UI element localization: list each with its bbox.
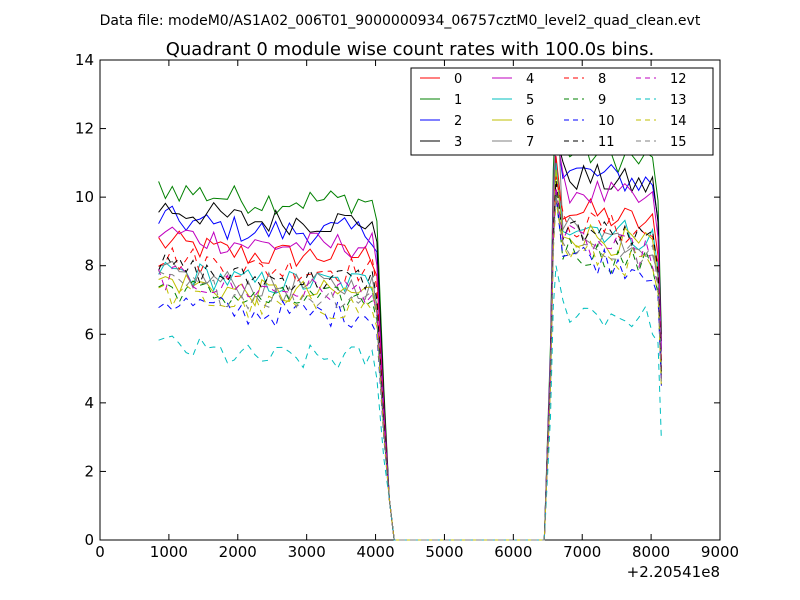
legend-label-0: 0 (454, 72, 462, 87)
series-line-13 (158, 265, 662, 541)
series-line-3 (158, 135, 662, 541)
series-line-12 (158, 186, 662, 541)
legend-label-3: 3 (454, 135, 462, 150)
series-line-2 (158, 128, 662, 541)
series-line-7 (158, 77, 662, 541)
series-lines (158, 77, 662, 541)
x-tick-label: 8000 (632, 543, 670, 561)
series-line-5 (158, 162, 662, 541)
legend-label-13: 13 (670, 93, 687, 108)
series-line-0 (158, 155, 662, 541)
data-file-suptitle: Data file: modeM0/AS1A02_006T01_90000009… (100, 13, 701, 29)
y-tick-label: 10 (75, 188, 94, 206)
legend-label-12: 12 (670, 72, 687, 87)
y-tick-label: 0 (84, 531, 94, 549)
x-tick-label: 0 (95, 543, 105, 561)
chart-title: Quadrant 0 module wise count rates with … (166, 39, 655, 60)
x-tick-label: 6000 (494, 543, 532, 561)
legend-label-5: 5 (526, 93, 534, 108)
legend-frame (410, 67, 714, 156)
y-tick-label: 6 (84, 325, 94, 343)
series-line-11 (158, 179, 662, 541)
x-tick-label: 5000 (425, 543, 463, 561)
y-tick-label: 14 (75, 51, 94, 69)
legend-label-1: 1 (454, 93, 462, 108)
legend-label-2: 2 (454, 114, 462, 129)
legend-label-6: 6 (526, 114, 534, 129)
legend-label-14: 14 (670, 114, 687, 129)
legend-label-15: 15 (670, 135, 687, 150)
axis-ticks: 0 1000 2000 3000 4000 5000 6000 7000 8000 9000 0 2 4… (75, 51, 739, 561)
y-tick-label: 12 (75, 120, 94, 138)
y-tick-label: 8 (84, 257, 94, 275)
x-tick-label: 9000 (701, 543, 739, 561)
series-line-15 (158, 193, 662, 541)
legend-label-10: 10 (598, 114, 615, 129)
legend-label-4: 4 (526, 72, 534, 87)
legend-label-7: 7 (526, 135, 534, 150)
y-tick-label: 4 (84, 394, 94, 412)
series-line-4 (158, 131, 662, 541)
series-line-10 (158, 197, 662, 541)
series-line-6 (158, 169, 662, 541)
series-line-8 (158, 176, 662, 541)
x-tick-label: 4000 (356, 543, 394, 561)
x-tick-label: 3000 (288, 543, 326, 561)
series-line-9 (158, 190, 662, 541)
legend-label-8: 8 (598, 72, 606, 87)
legend-label-9: 9 (598, 93, 606, 108)
x-tick-label: 7000 (563, 543, 601, 561)
x-tick-label: 2000 (219, 543, 257, 561)
legend-label-11: 11 (598, 135, 615, 150)
x-offset-label: +2.20541e8 (627, 563, 720, 581)
x-tick-label: 1000 (150, 543, 188, 561)
y-tick-label: 2 (84, 462, 94, 480)
